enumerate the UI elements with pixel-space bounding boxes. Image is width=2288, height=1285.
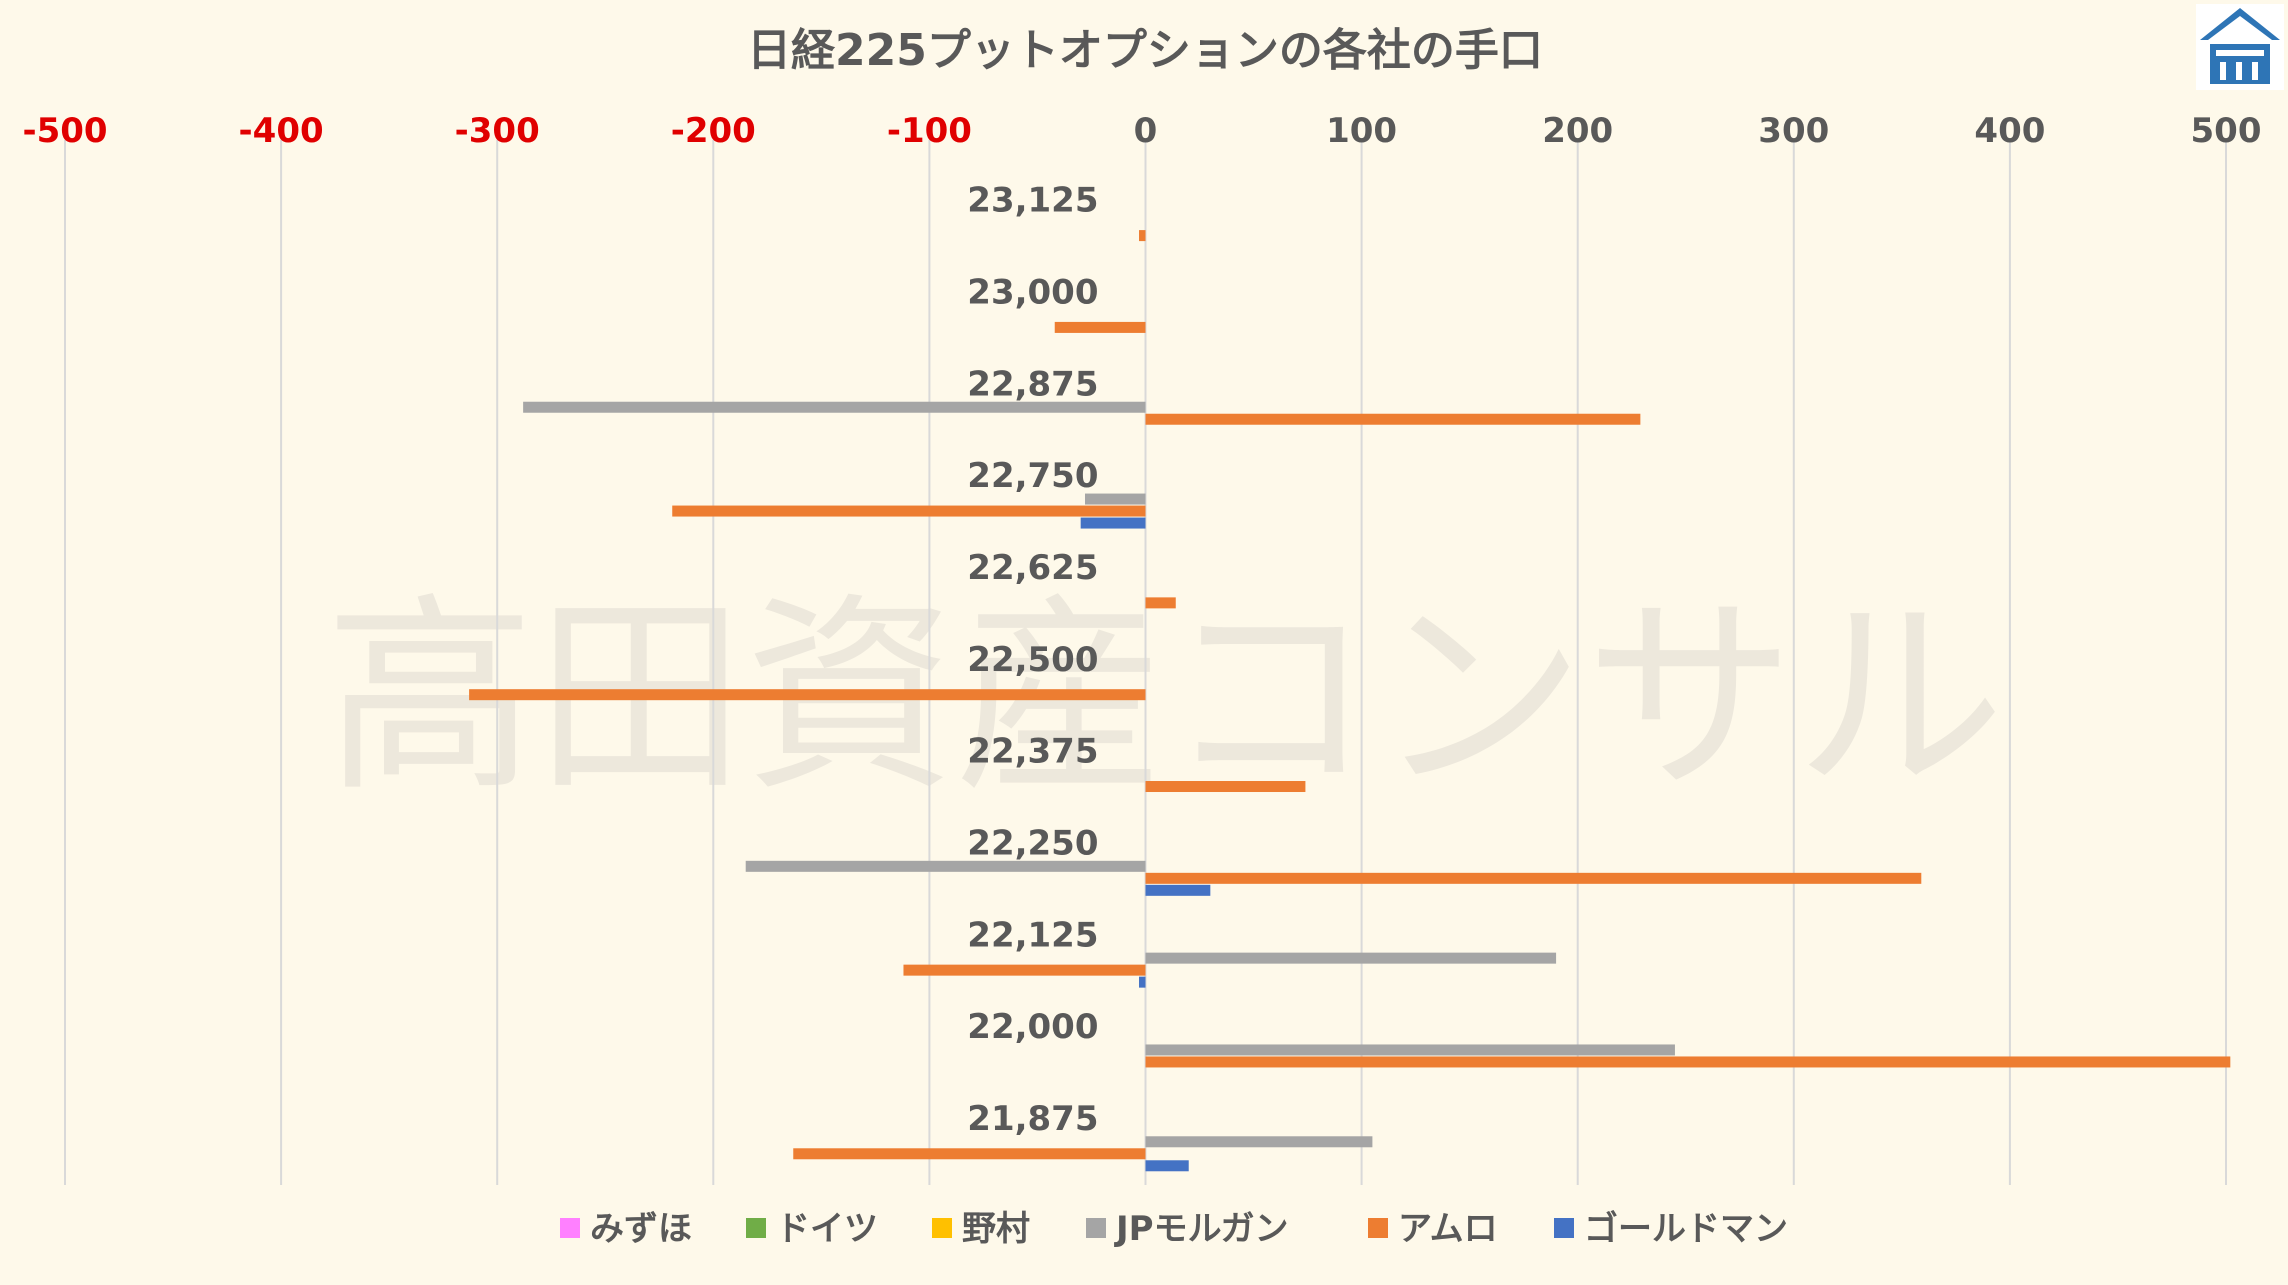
category-labels: 23,125 23,000 22,875 22,750 22,625 22,500 22,3… [967, 181, 1098, 1139]
gridlines [64, 140, 2227, 1185]
legend-swatch [932, 1218, 952, 1238]
bar-アムロ [469, 689, 1146, 701]
bar-アムロ [793, 1148, 1146, 1160]
x-tick-label: 500 [2191, 111, 2262, 151]
legend-item: みずほ [590, 1209, 692, 1249]
bar-ゴールドマン [1145, 1160, 1189, 1172]
x-axis-ticks: -500 -400 -300 -200 -100 0 100 200 300 400 500 [22, 111, 2261, 151]
category-label: 22,750 [967, 456, 1098, 496]
bar-アムロ [1139, 230, 1146, 242]
category-label: 22,250 [967, 823, 1098, 863]
legend-item: JPモルガン [1114, 1209, 1289, 1249]
bar-アムロ [903, 964, 1146, 976]
x-tick-label: -300 [455, 111, 540, 151]
x-tick-label: 300 [1758, 111, 1829, 151]
category-label: 22,875 [967, 364, 1098, 404]
legend-swatch [1086, 1218, 1106, 1238]
category-label: 22,375 [967, 732, 1098, 772]
bar-アムロ [1054, 321, 1146, 333]
building-logo-icon [2196, 4, 2284, 90]
x-tick-label: 200 [1542, 111, 1613, 151]
x-tick-label: -100 [887, 111, 972, 151]
legend-item: アムロ [1398, 1209, 1498, 1249]
bar-JPモルガン [1084, 493, 1146, 505]
bar-アムロ [1145, 781, 1306, 793]
legend-swatch [560, 1218, 580, 1238]
category-label: 22,000 [967, 1007, 1098, 1047]
x-tick-label: -200 [671, 111, 756, 151]
x-tick-label: -500 [22, 111, 107, 151]
category-label: 22,500 [967, 640, 1098, 680]
bar-JPモルガン [745, 860, 1146, 872]
legend-swatch [1554, 1218, 1574, 1238]
x-tick-label: -400 [239, 111, 324, 151]
legend-swatch [1368, 1218, 1388, 1238]
legend-item: ドイツ [776, 1209, 878, 1249]
bar-アムロ [1145, 597, 1176, 609]
legend-item: 野村 [962, 1209, 1030, 1249]
legend: みずほ ドイツ 野村 JPモルガン アムロ ゴールドマン [560, 1209, 1788, 1249]
bar-JPモルガン [1145, 1136, 1373, 1148]
bar-アムロ [672, 505, 1146, 517]
bar-ゴールドマン [1139, 976, 1146, 988]
category-label: 23,125 [967, 181, 1098, 221]
bar-アムロ [1145, 413, 1641, 425]
bars [469, 230, 2231, 1172]
x-tick-label: 0 [1134, 111, 1158, 151]
bar-アムロ [1145, 872, 1922, 884]
bar-JPモルガン [1145, 952, 1557, 964]
legend-item: ゴールドマン [1584, 1209, 1788, 1249]
x-tick-label: 400 [1974, 111, 2045, 151]
category-label: 21,875 [967, 1099, 1098, 1139]
category-label: 22,125 [967, 915, 1098, 955]
bar-JPモルガン [1145, 1044, 1675, 1056]
legend-swatch [746, 1218, 766, 1238]
bar-JPモルガン [523, 401, 1146, 413]
x-tick-label: 100 [1326, 111, 1397, 151]
bar-アムロ [1145, 1056, 2231, 1068]
bar-ゴールドマン [1080, 517, 1146, 529]
category-label: 22,625 [967, 548, 1098, 588]
bar-ゴールドマン [1145, 884, 1211, 896]
category-label: 23,000 [967, 273, 1098, 313]
chart-title: 日経225プットオプションの各社の手口 [747, 25, 1543, 76]
